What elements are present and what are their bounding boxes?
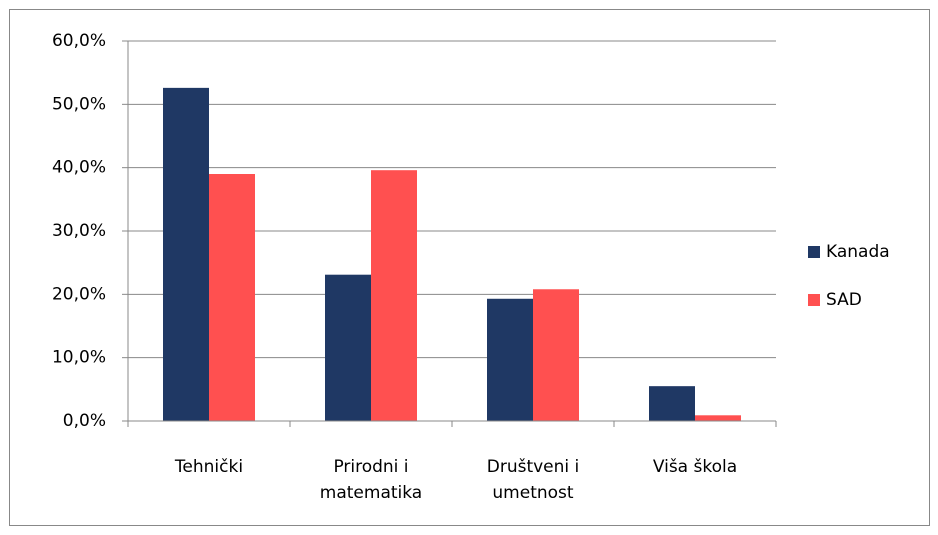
chart-frame	[9, 9, 930, 526]
bar	[695, 415, 741, 421]
x-tick-label: Prirodni i matematika	[319, 457, 423, 503]
y-tick-label: 30,0%	[52, 221, 106, 241]
y-tick-label: 60,0%	[52, 31, 106, 51]
legend-label: SAD	[826, 290, 862, 310]
y-tick-label: 40,0%	[52, 158, 106, 178]
bar	[209, 174, 255, 421]
legend-swatch	[808, 294, 820, 306]
x-tick-label: Društveni i umetnost	[486, 457, 580, 503]
bar	[487, 298, 533, 421]
y-tick-label: 20,0%	[52, 284, 106, 304]
x-tick-label: Tehnički	[174, 457, 244, 477]
legend-swatch	[808, 246, 820, 258]
bar	[325, 274, 371, 421]
legend-label: Kanada	[826, 242, 890, 262]
bar	[163, 87, 209, 421]
y-tick-label: 0,0%	[63, 411, 106, 431]
x-tick-label: Viša škola	[652, 457, 738, 477]
bar	[533, 289, 579, 421]
y-tick-label: 50,0%	[52, 94, 106, 114]
bar	[649, 386, 695, 421]
bar	[371, 170, 417, 421]
y-tick-label: 10,0%	[52, 348, 106, 368]
